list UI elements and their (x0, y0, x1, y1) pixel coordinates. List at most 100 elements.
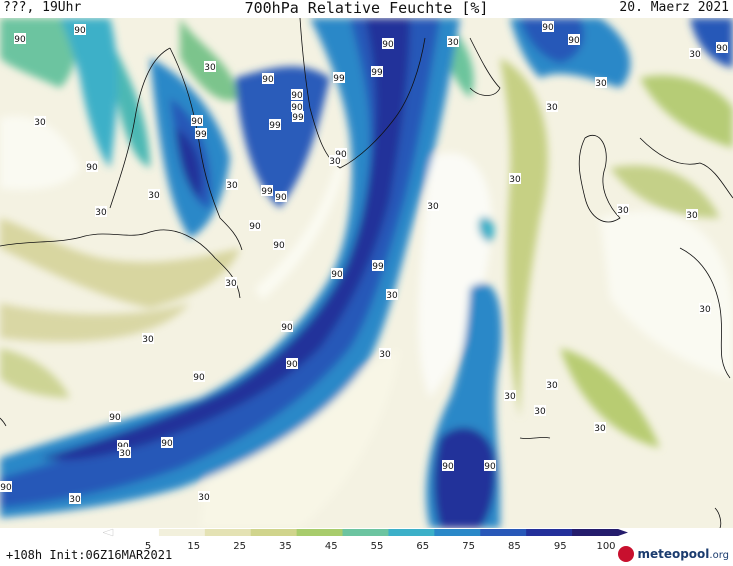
contour-label: 30 (34, 116, 46, 128)
init-time-label: +108h Init:06Z16MAR2021 (6, 548, 173, 562)
contour-label-text: 30 (225, 279, 237, 289)
contour-label: 30 (148, 189, 160, 201)
logo-main-text: meteopool (637, 547, 710, 561)
contour-label: 30 (329, 155, 341, 167)
contour-label-text: 90 (249, 222, 261, 232)
contour-label-text: 90 (161, 439, 173, 449)
contour-label: 90 (109, 411, 121, 423)
contour-label-text: 99 (292, 113, 304, 123)
contour-label-text: 30 (95, 208, 107, 218)
contour-label-text: 30 (509, 175, 521, 185)
contour-label-text: 30 (546, 381, 558, 391)
colorbar-min-arrow (102, 528, 114, 537)
contour-label-text: 30 (148, 191, 160, 201)
contour-label-text: 30 (69, 495, 81, 505)
logo-domain-text: .org (709, 550, 729, 561)
contour-label-text: 90 (442, 462, 454, 472)
contour-label-text: 30 (447, 38, 459, 48)
contour-label-text: 90 (262, 75, 274, 85)
contour-label-text: 90 (484, 462, 496, 472)
humidity-field (0, 18, 733, 528)
contour-label: 30 (534, 405, 546, 417)
contour-label: 90 (484, 460, 496, 472)
contour-labels: 90 90 90 90 90 90 90 90 90 90 90 90 90 90 90 90 90 90 90 90… (0, 21, 728, 505)
contour-label: 30 (119, 447, 131, 459)
map-header: ???, 19Uhr 700hPa Relative Feuchte [%] 2… (0, 0, 733, 18)
contour-label-text: 90 (281, 323, 293, 333)
colorbar-tick-label: 45 (325, 541, 338, 550)
contour-label: 90 (286, 358, 298, 370)
contour-label-text: 30 (686, 211, 698, 221)
contour-label: 30 (617, 204, 629, 216)
contour-label: 90 (74, 24, 86, 36)
contour-label: 99 (372, 260, 384, 272)
contour-label-text: 90 (86, 163, 98, 173)
contour-label-text: 90 (191, 117, 203, 127)
colorbar-segment (204, 529, 252, 536)
colorbar-tick-label: 25 (233, 541, 246, 550)
contour-label: 30 (95, 206, 107, 218)
contour-label: 90 (335, 148, 347, 160)
colorbar-tick-label: 55 (371, 541, 384, 550)
contour-label: 30 (142, 333, 154, 345)
contour-label-text: 30 (689, 50, 701, 60)
contour-label: 90 (273, 239, 285, 251)
contour-label-text: 30 (204, 63, 216, 73)
contour-label-text: 30 (198, 493, 210, 503)
contour-label: 30 (198, 491, 210, 503)
colorbar-tick-label: 75 (462, 541, 475, 550)
contour-label: 30 (504, 390, 516, 402)
contour-label: 90 (442, 460, 454, 472)
contour-label: 30 (689, 48, 701, 60)
humidity-map: 90 90 90 90 90 90 90 90 90 90 90 90 90 90 90 90 90 90 90 90… (0, 18, 733, 528)
contour-label-text: 99 (269, 121, 281, 131)
contour-label: 90 (291, 101, 303, 113)
colorbar-tick-label: 5 (145, 541, 151, 550)
contour-label: 90 (86, 161, 98, 173)
contour-label-text: 30 (119, 449, 131, 459)
contour-label: 90 (291, 89, 303, 101)
colorbar-tick-label: 15 (187, 541, 200, 550)
colorbar-segment (158, 529, 206, 536)
contour-label: 99 (269, 119, 281, 131)
contour-label: 90 (14, 33, 26, 45)
contour-label: 90 (161, 437, 173, 449)
contour-label: 30 (509, 173, 521, 185)
contour-label: 30 (447, 36, 459, 48)
contour-label-text: 30 (329, 157, 341, 167)
contour-label-text: 30 (595, 79, 607, 89)
contour-label-text: 30 (504, 392, 516, 402)
contour-label: 30 (226, 179, 238, 191)
contour-label: 90 (542, 21, 554, 33)
contour-label: 90 (191, 115, 203, 127)
contour-label: 90 (275, 191, 287, 203)
colorbar-segment (342, 529, 389, 536)
contour-label-text: 30 (546, 103, 558, 113)
contour-label: 30 (686, 209, 698, 221)
contour-label-text: 90 (193, 373, 205, 383)
contour-label-text: 30 (699, 305, 711, 315)
contour-label-text: 99 (333, 74, 345, 84)
contour-label: 30 (699, 303, 711, 315)
contour-label: 90 (568, 34, 580, 46)
contour-label-text: 90 (291, 103, 303, 113)
contour-label-text: 99 (261, 187, 273, 197)
contour-label-text: 99 (372, 262, 384, 272)
contour-label-text: 90 (14, 35, 26, 45)
colorbar-tick-label: 65 (416, 541, 429, 550)
contour-label: 30 (204, 61, 216, 73)
colorbar-segment (480, 529, 527, 536)
contour-label-text: 90 (74, 26, 86, 36)
contour-label: 90 (0, 481, 12, 493)
contour-label: 99 (261, 185, 273, 197)
coastlines (0, 18, 733, 528)
contour-label: 90 (193, 371, 205, 383)
meteopool-logo[interactable]: meteopool.org (618, 544, 729, 564)
colorbar-tick-label: 95 (554, 541, 567, 550)
colorbar-segment (113, 529, 160, 536)
contour-label: 99 (292, 111, 304, 123)
colorbar-tick-label: 85 (508, 541, 521, 550)
contour-label-text: 90 (0, 483, 12, 493)
valid-date-label: 20. Maerz 2021 (619, 0, 729, 15)
colorbar-segment (526, 529, 573, 536)
